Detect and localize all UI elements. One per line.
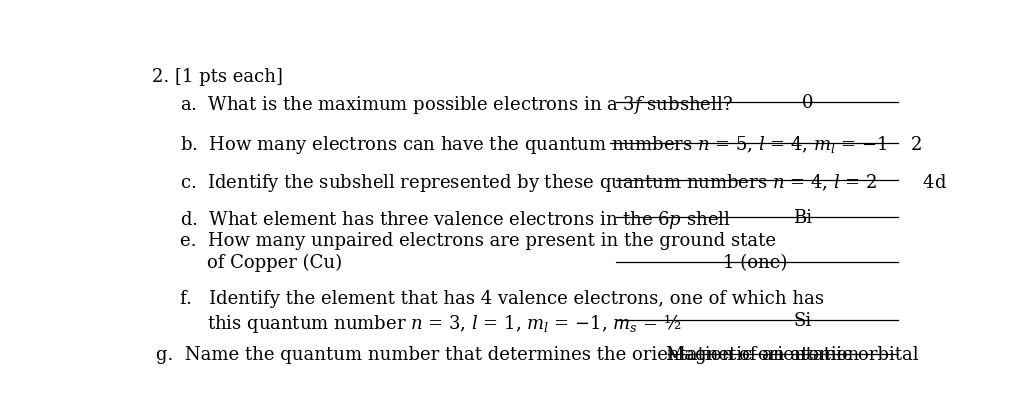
Text: b.  How many electrons can have the quantum numbers $n$ = 5, $l$ = 4, $m_l$ = −1: b. How many electrons can have the quant…: [179, 134, 923, 157]
Text: d.  What element has three valence electrons in the 6$p$ shell: d. What element has three valence electr…: [179, 209, 730, 231]
Text: 0: 0: [803, 94, 814, 112]
Text: of Copper (Cu): of Copper (Cu): [207, 254, 342, 273]
Text: Bi: Bi: [793, 209, 812, 227]
Text: 1 (one): 1 (one): [723, 254, 787, 272]
Text: a.  What is the maximum possible electrons in a 3$f$ subshell?: a. What is the maximum possible electron…: [179, 94, 732, 116]
Text: 2. [1 pts each]: 2. [1 pts each]: [152, 68, 283, 86]
Text: c.  Identify the subshell represented by these quantum numbers $n$ = 4, $l$ = 2 : c. Identify the subshell represented by …: [179, 172, 946, 194]
Text: this quantum number $n$ = 3, $l$ = 1, $m_l$ = −1, $m_s$ = ½: this quantum number $n$ = 3, $l$ = 1, $m…: [207, 312, 682, 335]
Text: Magnetic orientation: Magnetic orientation: [667, 346, 859, 364]
Text: f.   Identify the element that has 4 valence electrons, one of which has: f. Identify the element that has 4 valen…: [179, 290, 823, 308]
Text: Si: Si: [794, 312, 812, 331]
Text: e.  How many unpaired electrons are present in the ground state: e. How many unpaired electrons are prese…: [179, 231, 775, 249]
Text: g.  Name the quantum number that determines the orientation of an atomic orbital: g. Name the quantum number that determin…: [156, 346, 919, 364]
